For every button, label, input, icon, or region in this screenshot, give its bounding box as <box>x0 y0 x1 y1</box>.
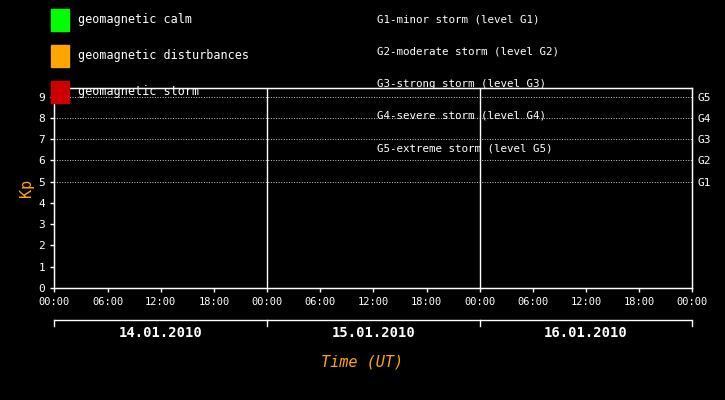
Text: 14.01.2010: 14.01.2010 <box>119 326 202 340</box>
Text: geomagnetic storm: geomagnetic storm <box>78 86 199 98</box>
Text: Time (UT): Time (UT) <box>321 354 404 370</box>
Text: G1-minor storm (level G1): G1-minor storm (level G1) <box>377 15 539 25</box>
Text: geomagnetic disturbances: geomagnetic disturbances <box>78 50 249 62</box>
Text: G5-extreme storm (level G5): G5-extreme storm (level G5) <box>377 143 552 153</box>
Y-axis label: Kp: Kp <box>20 179 34 197</box>
Text: geomagnetic calm: geomagnetic calm <box>78 14 191 26</box>
Text: G3-strong storm (level G3): G3-strong storm (level G3) <box>377 79 546 89</box>
Text: G4-severe storm (level G4): G4-severe storm (level G4) <box>377 111 546 121</box>
Text: G2-moderate storm (level G2): G2-moderate storm (level G2) <box>377 47 559 57</box>
Text: 15.01.2010: 15.01.2010 <box>331 326 415 340</box>
Text: 16.01.2010: 16.01.2010 <box>544 326 628 340</box>
